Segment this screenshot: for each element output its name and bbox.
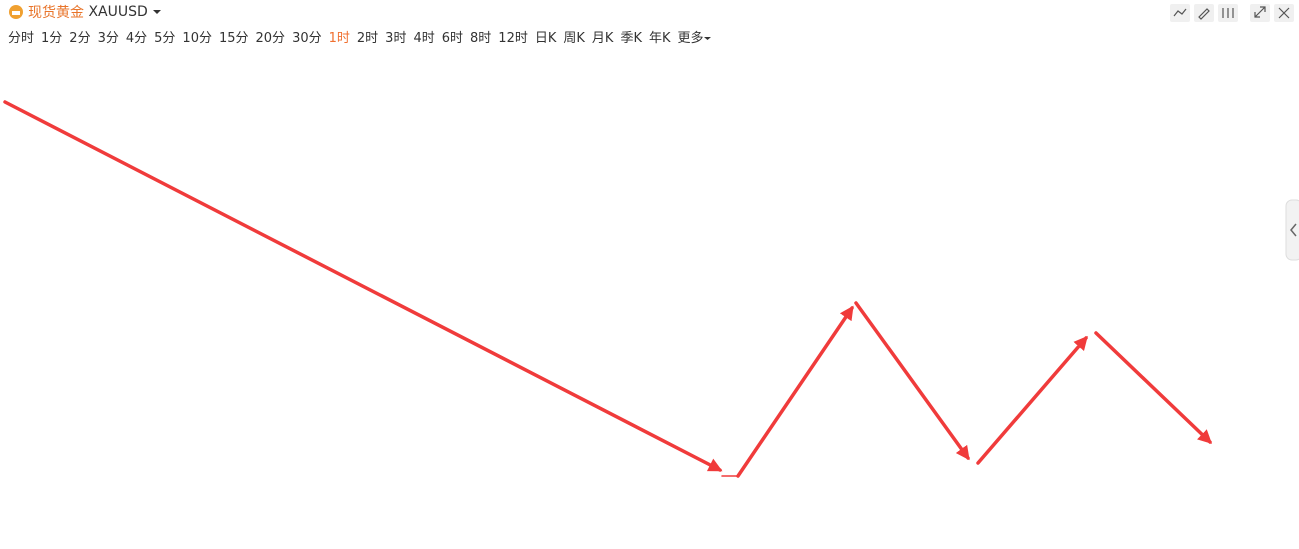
interval-button[interactable]: 4分 — [125, 30, 148, 46]
interval-button[interactable]: 日K — [534, 30, 557, 46]
interval-button[interactable]: 8时 — [470, 30, 492, 46]
symbol-icon — [9, 5, 23, 19]
interval-button[interactable]: 3分 — [97, 30, 119, 46]
interval-button[interactable]: 30分 — [292, 30, 322, 46]
interval-button[interactable]: 2时 — [356, 30, 379, 46]
interval-button[interactable]: 12时 — [498, 30, 528, 46]
symbol-header[interactable]: 现货黄金 XAUUSD — [8, 2, 162, 22]
interval-button[interactable]: 3时 — [385, 30, 407, 46]
interval-button[interactable]: 月K — [591, 30, 614, 46]
interval-button[interactable]: 2分 — [69, 30, 91, 46]
symbol-name: 现货黄金 — [28, 5, 84, 21]
interval-button[interactable]: 20分 — [255, 30, 286, 46]
toolbar-icons[interactable] — [1170, 4, 1294, 22]
interval-button[interactable]: 周K — [563, 30, 585, 46]
interval-button[interactable]: 4时 — [413, 30, 435, 46]
interval-button[interactable]: 更多 — [678, 27, 712, 46]
interval-button[interactable]: 10分 — [182, 30, 212, 46]
annotation-arrows — [3, 100, 1213, 478]
interval-button[interactable]: 分时 — [8, 30, 35, 46]
interval-button[interactable]: 1时 — [328, 30, 350, 46]
caret — [703, 36, 711, 40]
dropdown-caret — [152, 10, 161, 14]
symbol: XAUUSD — [88, 4, 148, 20]
interval-button[interactable]: 6时 — [441, 30, 464, 46]
interval-button[interactable]: 年K — [648, 30, 671, 46]
side-handle[interactable] — [1285, 199, 1299, 261]
interval-button[interactable]: 季K — [620, 30, 642, 46]
interval-button[interactable]: 5分 — [154, 30, 176, 46]
interval-bar: 分时 1分 2分 3分 4分 5分 10分 15分 20分 30分 1时 2时 3时 4时 6时 8时 12时日… — [8, 26, 719, 46]
interval-button[interactable]: 1分 — [41, 30, 63, 46]
interval-button[interactable]: 15分 — [218, 30, 249, 46]
